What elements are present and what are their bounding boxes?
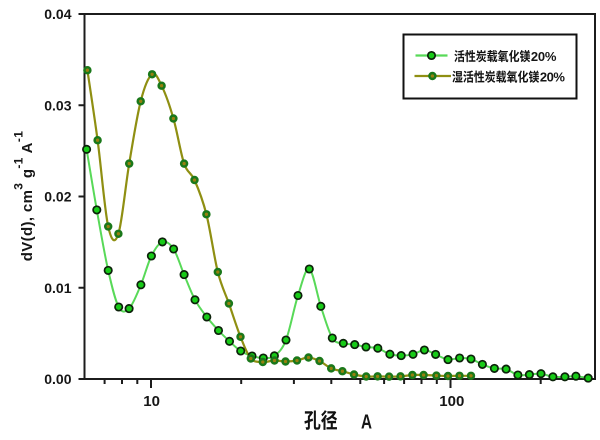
svg-text:0.03: 0.03 — [44, 97, 71, 113]
svg-text:10: 10 — [143, 393, 160, 410]
svg-text:20%: 20% — [540, 70, 565, 85]
svg-text:0.04: 0.04 — [44, 6, 71, 22]
svg-text:20%: 20% — [531, 49, 557, 64]
svg-text:A: A — [361, 412, 372, 434]
svg-text:0.01: 0.01 — [44, 280, 71, 296]
svg-text:0.00: 0.00 — [44, 371, 71, 387]
svg-text:100: 100 — [439, 393, 464, 410]
svg-text:0.02: 0.02 — [44, 189, 71, 205]
